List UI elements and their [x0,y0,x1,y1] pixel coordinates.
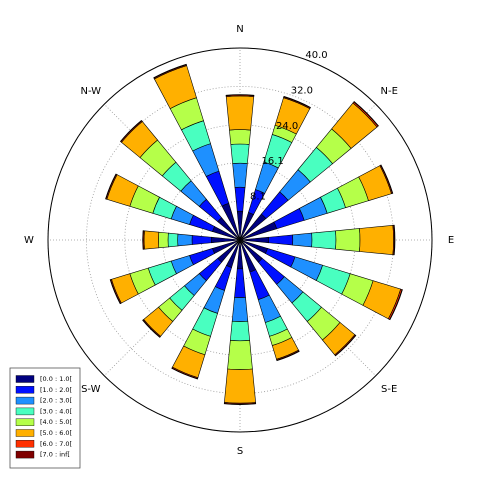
legend-swatch [15,386,35,394]
r-tick-label: 24.0 [276,121,298,132]
radial-grid-line [103,239,241,377]
r-tick-label: 32.0 [291,86,313,97]
outer-frame [47,47,433,433]
legend-label: [0.0 : 1.0[ [40,375,72,383]
legend-label: [4.0 : 5.0[ [40,418,72,426]
wedge [230,320,250,342]
radial-grid-line [103,103,241,241]
wedge [393,224,396,256]
r-tick-label: 16.1 [262,156,284,167]
direction-label: N [236,24,243,35]
wedge [214,265,232,291]
wedge [292,232,313,248]
direction-label: W [24,235,34,246]
direction-label: N-E [380,86,397,97]
wedge [276,350,300,362]
legend-swatch [15,375,35,383]
legend-label: [5.0 : 6.0[ [40,429,72,437]
wedge [353,101,379,127]
direction-label: S [237,446,243,457]
wedge [268,234,294,246]
wedge [311,230,337,250]
legend-swatch [15,440,35,448]
wedge [177,233,193,247]
wedge [225,95,255,131]
wedge [234,268,246,298]
wedge [229,129,251,145]
wedge [227,340,253,370]
wedge [380,164,394,194]
wedge [158,231,169,249]
wedge [142,230,144,250]
wedge [143,230,160,250]
legend-label: [2.0 : 3.0[ [40,397,72,405]
r-tick-label: 40.0 [305,50,327,61]
legend-swatch [15,450,35,459]
legend-swatch [15,418,35,426]
direction-label: N-W [81,86,102,97]
wedge [105,173,117,200]
legend-swatch [15,429,35,437]
wedge [232,162,248,188]
wedge [171,367,198,380]
wedge [334,334,357,357]
wedge [249,269,270,301]
wedge [273,208,305,230]
wedge [359,224,394,256]
wedge [230,143,250,164]
wedge [109,279,121,305]
direction-label: E [448,235,454,246]
legend-swatch [15,407,35,416]
direction-label: S-W [81,384,101,395]
wedge [283,95,311,109]
legend-label: [7.0 : inf[ [40,451,70,459]
wedge [119,119,143,143]
wedge [205,170,230,207]
wedge [153,63,187,79]
wedge [189,214,215,232]
legend-label: [1.0 : 2.0[ [40,386,72,394]
r-tick-label: 8.1 [250,192,266,203]
wedge [225,94,255,97]
wedge [167,232,179,248]
wedge [223,403,257,405]
wedge [191,235,212,245]
wedge [189,248,215,266]
wedge [231,297,249,322]
wedge [234,186,246,212]
wedge [389,289,403,321]
wedge [335,228,361,252]
wedge [224,368,256,404]
legend-label: [6.0 : 7.0[ [40,440,72,448]
legend-swatch [15,396,35,405]
wedge [142,319,161,338]
legend-label: [3.0 : 4.0[ [40,407,72,415]
direction-label: S-E [381,384,397,395]
